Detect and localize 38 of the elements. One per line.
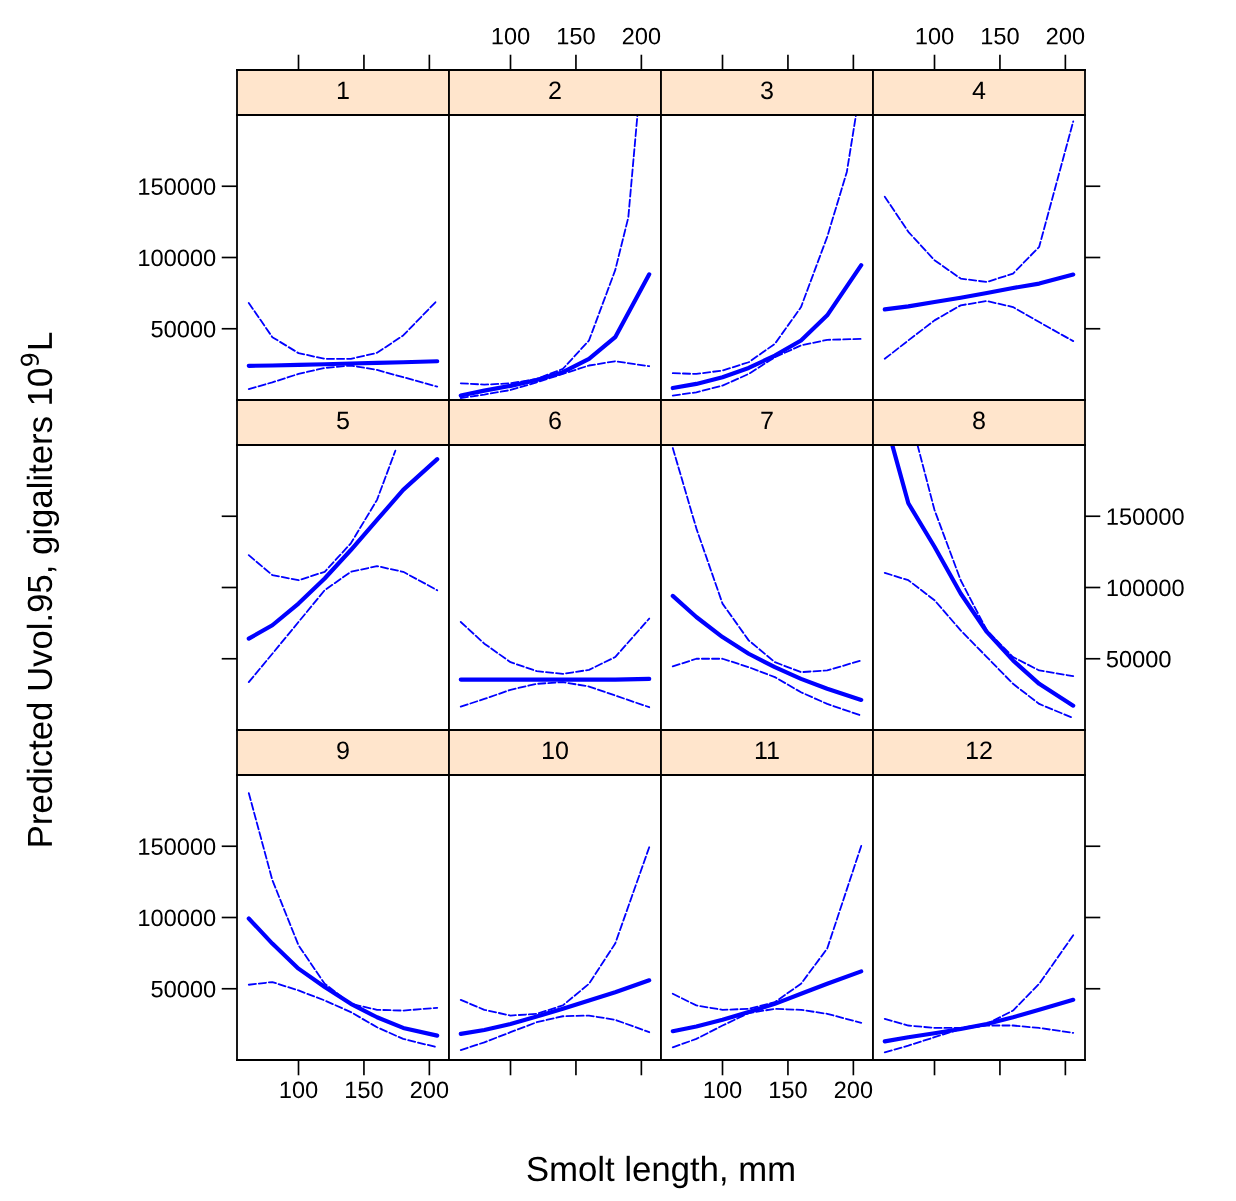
- x-tick-label: 150: [982, 27, 1019, 45]
- line-series: [247, 981, 439, 1049]
- chart-title: 11: [755, 741, 779, 759]
- y-tick-label: 50000: [151, 980, 216, 998]
- chart-title: 12: [967, 741, 992, 759]
- x-tick-label: 200: [1046, 27, 1085, 45]
- y-tick-label: 150000: [139, 178, 216, 196]
- chart-title: 5: [337, 411, 349, 430]
- x-tick-label: 150: [346, 1081, 383, 1099]
- y-tick-label: 150000: [1107, 508, 1184, 526]
- y-tick-label: 50000: [151, 320, 216, 338]
- chart-title: 6: [549, 411, 561, 430]
- x-tick-label: 100: [280, 1081, 318, 1099]
- x-axis-title: Smolt length, mm: [527, 1155, 794, 1189]
- y-tick-label: 150000: [139, 838, 216, 856]
- line-series: [890, 445, 1076, 708]
- chart-title: 4: [972, 81, 986, 99]
- x-tick-label: 100: [704, 1081, 742, 1099]
- chart-title: 10: [543, 741, 568, 760]
- chart-title: 3: [761, 81, 773, 100]
- chart-title: 9: [337, 741, 349, 760]
- y-axis-title: Predicted Uvol.95, gigaliters 10$^{9}$L: [20, 332, 60, 846]
- y-tick-label: 100000: [139, 249, 216, 267]
- x-tick-label: 100: [492, 27, 530, 45]
- chart-title: 7: [761, 411, 773, 429]
- line-series: [883, 571, 1075, 719]
- y-tick-label: 100000: [139, 909, 216, 927]
- x-tick-label: 150: [558, 27, 595, 45]
- x-tick-label: 100: [916, 27, 954, 45]
- x-tick-label: 150: [770, 1081, 807, 1099]
- x-tick-label: 200: [410, 1081, 449, 1099]
- x-tick-label: 200: [834, 1081, 873, 1099]
- y-tick-label: 100000: [1107, 579, 1184, 597]
- chart-title: 8: [973, 411, 985, 430]
- chart-title: 1: [337, 81, 349, 99]
- x-tick-label: 200: [622, 27, 661, 45]
- y-tick-label: 50000: [1106, 650, 1171, 668]
- chart-title: 2: [549, 81, 561, 99]
